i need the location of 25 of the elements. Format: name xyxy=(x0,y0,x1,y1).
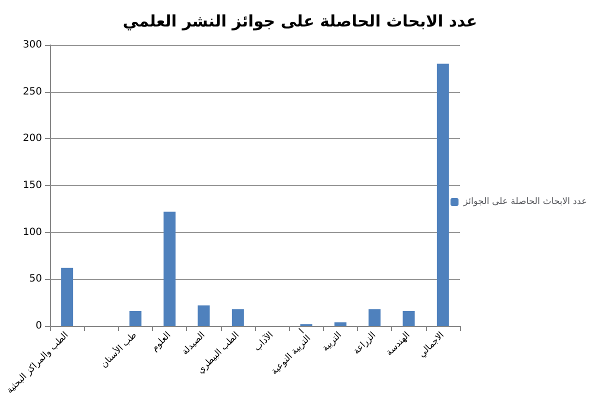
x-tick-label: الآداب xyxy=(252,330,276,354)
x-tick-label: الاجمالي xyxy=(417,330,446,360)
x-tick-label: التربية xyxy=(320,330,344,354)
bar xyxy=(198,305,210,326)
y-tick-label: 200 xyxy=(22,133,42,144)
y-tick-label: 50 xyxy=(29,274,42,285)
bar xyxy=(164,212,176,326)
bar xyxy=(232,309,244,326)
x-tick-label: الطب والمراكز البحثية xyxy=(5,330,71,396)
x-tick-label: طب الأسنان xyxy=(98,329,139,370)
x-tick-label: الزراعة xyxy=(352,330,378,357)
y-tick-label: 300 xyxy=(22,40,42,50)
bar xyxy=(402,311,415,326)
chart-title: عدد الابحاث الحاصلة على جوائز النشر العلمي xyxy=(122,12,478,30)
bar xyxy=(368,309,381,326)
y-tick-label: 100 xyxy=(22,226,42,238)
legend-label: عدد الابحاث الحاصلة على الجوائز xyxy=(462,197,588,207)
y-tick-label: 0 xyxy=(36,320,42,332)
bar xyxy=(129,311,142,326)
y-tick-label: 250 xyxy=(22,86,42,98)
bar xyxy=(334,322,346,326)
x-tick-label: العلوم xyxy=(150,330,174,354)
x-tick-label: الهندسة xyxy=(384,330,412,358)
bar xyxy=(61,268,74,326)
y-tick-label: 150 xyxy=(22,180,42,191)
